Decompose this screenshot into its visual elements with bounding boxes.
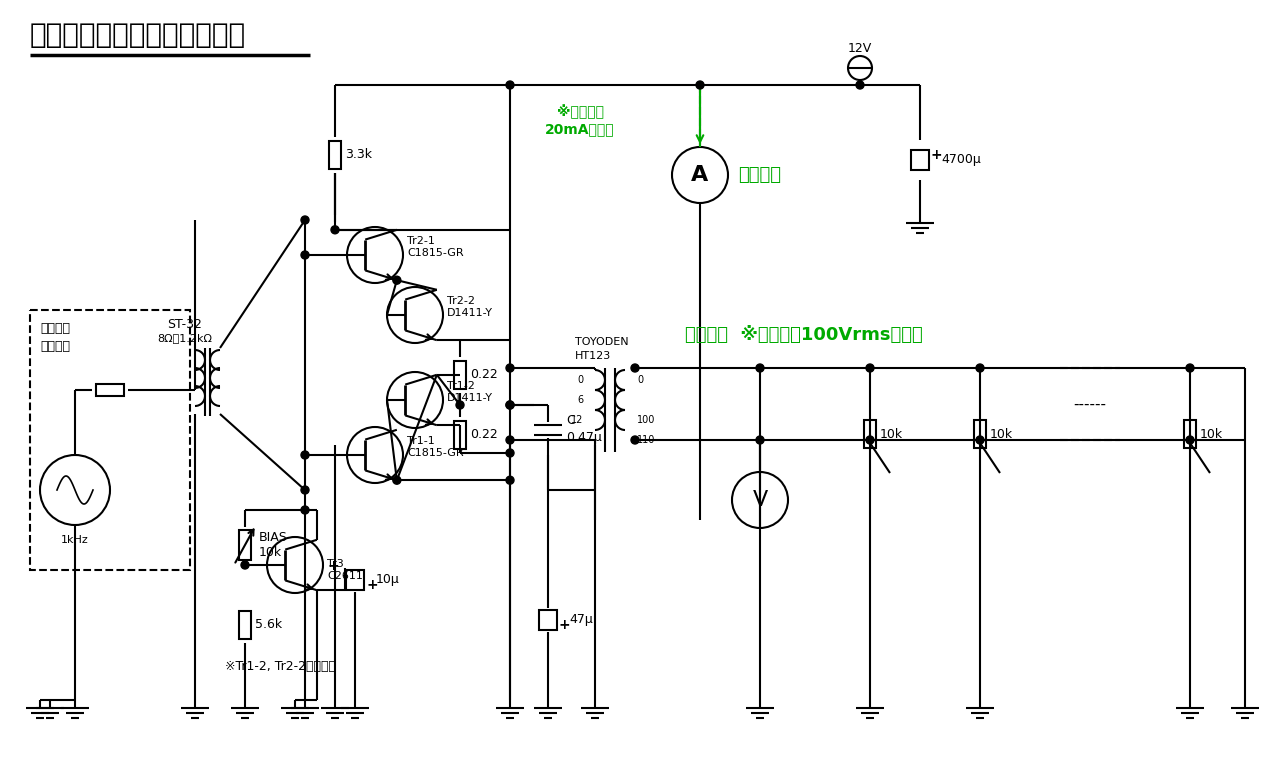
Circle shape <box>301 506 308 514</box>
Text: ※無信号時
20mAに調整: ※無信号時 20mAに調整 <box>545 105 614 136</box>
Circle shape <box>631 364 639 372</box>
Text: 0: 0 <box>577 375 582 385</box>
FancyBboxPatch shape <box>1184 420 1196 448</box>
Text: 8Ω：1.2kΩ: 8Ω：1.2kΩ <box>157 333 212 343</box>
Circle shape <box>332 225 339 234</box>
Text: V: V <box>753 490 768 510</box>
FancyBboxPatch shape <box>974 420 986 448</box>
Text: Tr1-1
C1815-GR: Tr1-1 C1815-GR <box>407 436 463 458</box>
Circle shape <box>631 436 639 444</box>
Text: +: + <box>931 148 942 162</box>
Circle shape <box>301 251 308 259</box>
Text: Tr3
C2611: Tr3 C2611 <box>326 559 362 581</box>
Circle shape <box>506 364 515 372</box>
Circle shape <box>696 81 704 89</box>
Circle shape <box>506 436 515 444</box>
Text: TOYODEN: TOYODEN <box>575 337 628 347</box>
FancyBboxPatch shape <box>454 361 466 389</box>
Text: BIAS
10k: BIAS 10k <box>259 531 288 559</box>
Circle shape <box>506 401 515 409</box>
FancyBboxPatch shape <box>539 610 557 630</box>
Text: Tr1-2
D1411-Y: Tr1-2 D1411-Y <box>447 381 493 403</box>
FancyBboxPatch shape <box>239 611 251 639</box>
Circle shape <box>301 216 308 224</box>
Text: 47μ: 47μ <box>570 614 593 627</box>
Circle shape <box>393 276 401 285</box>
Text: A: A <box>691 165 709 185</box>
Text: 12: 12 <box>571 415 582 425</box>
Circle shape <box>241 561 250 569</box>
Text: 0: 0 <box>637 375 643 385</box>
Circle shape <box>867 364 874 372</box>
Text: 100: 100 <box>637 415 655 425</box>
FancyBboxPatch shape <box>454 421 466 449</box>
Text: 10k: 10k <box>1201 427 1224 440</box>
FancyBboxPatch shape <box>911 150 929 170</box>
Text: 0.22: 0.22 <box>470 368 498 381</box>
Circle shape <box>301 451 308 459</box>
Circle shape <box>1187 364 1194 372</box>
Circle shape <box>506 81 515 89</box>
Text: 6: 6 <box>577 395 582 405</box>
Circle shape <box>977 436 984 444</box>
Text: 12V: 12V <box>847 41 872 54</box>
Text: 10k: 10k <box>881 427 904 440</box>
Text: 内部抵抷: 内部抵抷 <box>40 340 70 353</box>
Circle shape <box>456 401 465 409</box>
Text: 出力電圧  ※無負荷時100Vrmsに調整: 出力電圧 ※無負荷時100Vrmsに調整 <box>685 326 923 344</box>
Text: 0.47μ: 0.47μ <box>566 432 602 445</box>
FancyBboxPatch shape <box>346 570 364 590</box>
Text: 4700μ: 4700μ <box>941 153 980 166</box>
FancyBboxPatch shape <box>239 530 251 560</box>
Circle shape <box>506 476 515 484</box>
Text: 3.3k: 3.3k <box>346 149 372 162</box>
Text: +: + <box>559 618 571 632</box>
Text: C: C <box>566 413 575 426</box>
Text: +: + <box>328 559 339 573</box>
Text: ------: ------ <box>1074 397 1106 412</box>
Circle shape <box>1187 436 1194 444</box>
Text: ST-32: ST-32 <box>168 318 202 331</box>
Text: 消費電流: 消費電流 <box>739 166 781 184</box>
Text: サイン波: サイン波 <box>40 322 70 335</box>
Text: 10μ: 10μ <box>376 574 399 587</box>
Circle shape <box>506 401 515 409</box>
Text: +: + <box>366 578 378 592</box>
Circle shape <box>506 449 515 457</box>
Text: 10k: 10k <box>989 427 1014 440</box>
FancyBboxPatch shape <box>864 420 876 448</box>
Text: Tr2-1
C1815-GR: Tr2-1 C1815-GR <box>407 236 463 258</box>
Text: Tr2-2
D1411-Y: Tr2-2 D1411-Y <box>447 296 493 318</box>
Text: 0.22: 0.22 <box>470 429 498 442</box>
FancyBboxPatch shape <box>96 384 124 396</box>
FancyBboxPatch shape <box>329 141 340 169</box>
Text: 5.6k: 5.6k <box>255 618 282 631</box>
Text: ※Tr1-2, Tr2-2と熱結合: ※Tr1-2, Tr2-2と熱結合 <box>225 660 335 673</box>
Circle shape <box>393 476 401 484</box>
Circle shape <box>856 81 864 89</box>
Text: 110: 110 <box>637 435 655 445</box>
Circle shape <box>756 436 764 444</box>
Text: 1kHz: 1kHz <box>61 535 88 545</box>
Text: エミッタ接地型ＤＥＰＰ実験: エミッタ接地型ＤＥＰＰ実験 <box>29 21 246 49</box>
Circle shape <box>977 364 984 372</box>
Circle shape <box>301 486 308 494</box>
Circle shape <box>756 364 764 372</box>
Text: HT123: HT123 <box>575 351 612 361</box>
Circle shape <box>867 436 874 444</box>
